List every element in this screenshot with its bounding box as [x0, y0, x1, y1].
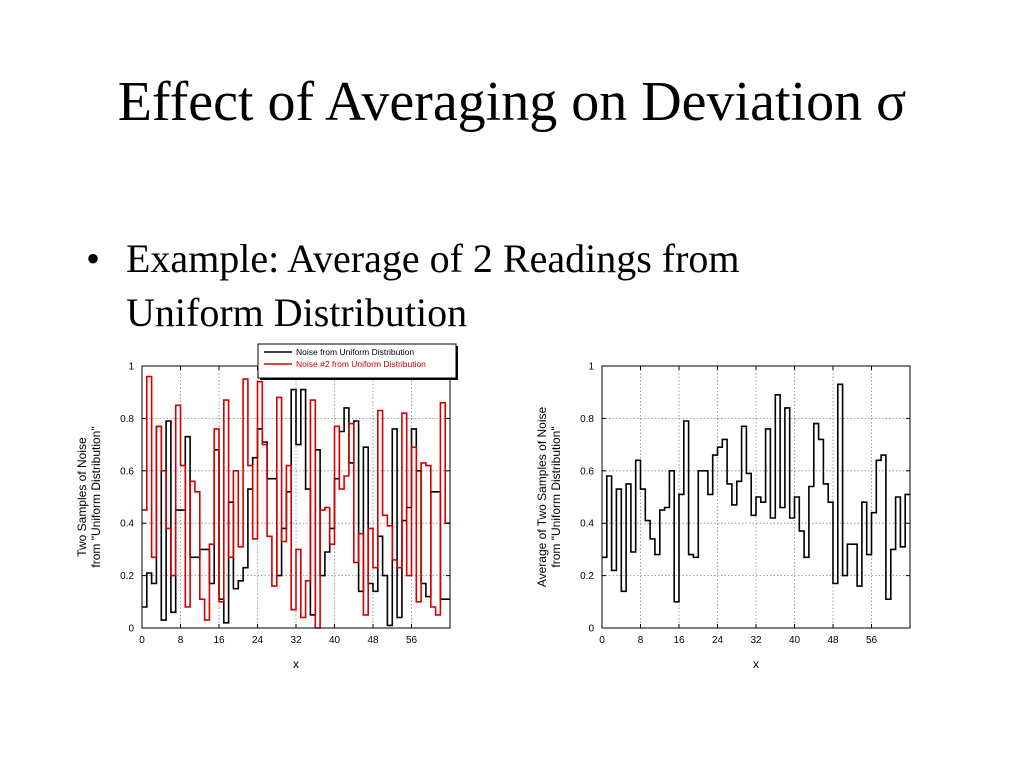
- x-tick-label: 48: [367, 635, 379, 646]
- y-tick-label: 0.4: [580, 519, 594, 530]
- averaged-noise-chart: 0 8 16 24 32 40 48 56 0 0.2 0.4 0.6 0.8 1 x Average of …: [535, 362, 911, 671]
- y-tick-label: 0: [588, 624, 594, 635]
- legend-label-1: Noise from Uniform Distribution: [296, 347, 414, 357]
- x-tick-label: 16: [213, 635, 225, 646]
- y-tick-label: 1: [128, 362, 134, 373]
- x-tick-label: 0: [599, 635, 605, 646]
- x-tick-label: 8: [638, 635, 644, 646]
- y-axis-label-line: Two Samples of Noise: [75, 437, 89, 557]
- y-tick-label: 0.2: [580, 571, 594, 582]
- y-axis-label: Two Samples of Noisefrom "Uniform Distri…: [75, 426, 103, 567]
- y-tick-label: 0: [128, 624, 134, 635]
- x-axis-label: x: [753, 657, 759, 671]
- x-tick-label: 0: [139, 635, 145, 646]
- y-axis-label: Average of Two Samples of Noisefrom "Uni…: [535, 407, 563, 588]
- x-tick-label: 24: [252, 635, 264, 646]
- bullet-marker: •: [86, 236, 101, 281]
- axis-ticks: 0 8 16 24 32 40 48 56 0 0.2 0.4 0.6 0.8 1: [580, 362, 910, 646]
- x-tick-label: 16: [673, 635, 685, 646]
- y-axis-label-line: from "Uniform Distribution": [89, 426, 103, 567]
- slide-title: Effect of Averaging on Deviation σ: [117, 71, 907, 133]
- x-tick-label: 40: [329, 635, 341, 646]
- y-tick-label: 0.2: [120, 571, 134, 582]
- legend: Noise from Uniform Distribution Noise #2 …: [257, 343, 458, 380]
- y-tick-label: 0.6: [120, 466, 134, 477]
- legend-label-2: Noise #2 from Uniform Distribution: [296, 359, 426, 369]
- y-tick-label: 1: [588, 362, 594, 373]
- grid-lines: [602, 366, 910, 628]
- y-tick-label: 0.8: [580, 414, 594, 425]
- bullet-text: Example: Average of 2 Readings from Unif…: [126, 236, 740, 335]
- x-tick-label: 24: [712, 635, 724, 646]
- series-line-1: [602, 383, 910, 603]
- axis-ticks: 0 8 16 24 32 40 48 56 0 0.2 0.4 0.6 0.8 1: [120, 362, 450, 646]
- legend-shadow-right: [456, 346, 458, 380]
- series-line-2: [142, 375, 450, 629]
- x-tick-label: 56: [866, 635, 878, 646]
- y-tick-label: 0.6: [580, 466, 594, 477]
- series-line-1: [142, 388, 450, 627]
- x-tick-label: 32: [290, 635, 302, 646]
- bullet-list: • Example: Average of 2 Readings from Un…: [86, 232, 886, 340]
- y-tick-label: 0.8: [120, 414, 134, 425]
- y-axis-label-line: from "Uniform Distribution": [549, 426, 563, 567]
- bullet-item: • Example: Average of 2 Readings from Un…: [86, 232, 886, 340]
- x-axis-label: x: [293, 657, 299, 671]
- y-axis-label-line: Average of Two Samples of Noise: [535, 407, 549, 588]
- noise-samples-chart: 0 8 16 24 32 40 48 56 0 0.2 0.4 0.6 0.8 1 x Two Samples…: [75, 343, 458, 671]
- x-tick-label: 56: [406, 635, 418, 646]
- x-tick-label: 8: [178, 635, 184, 646]
- x-tick-label: 48: [827, 635, 839, 646]
- y-tick-label: 0.4: [120, 519, 134, 530]
- x-tick-label: 32: [750, 635, 762, 646]
- legend-shadow-bottom: [260, 378, 458, 380]
- x-tick-label: 40: [789, 635, 801, 646]
